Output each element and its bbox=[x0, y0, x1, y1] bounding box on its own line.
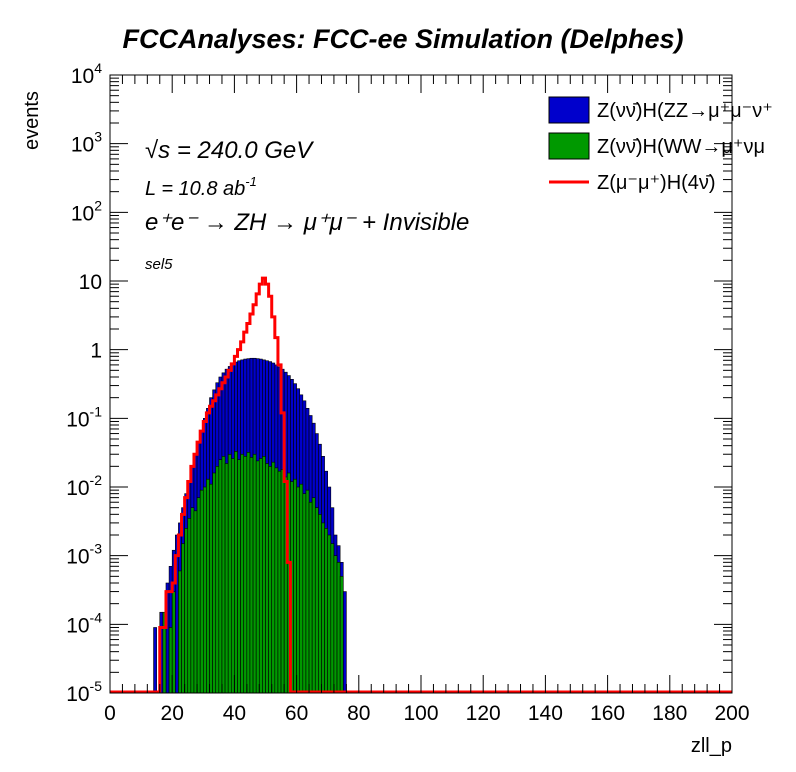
histogram-line-series-2 bbox=[110, 276, 732, 694]
histogram-bar-series-1 bbox=[339, 576, 344, 694]
histogram-bar-series-1 bbox=[305, 489, 310, 694]
histogram-bar-series-1 bbox=[218, 459, 223, 694]
x-tick-label: 0 bbox=[104, 702, 116, 725]
histogram-bar-series-1 bbox=[190, 507, 195, 694]
y-tick-label: 10-5 bbox=[66, 678, 102, 706]
histogram-bar-series-1 bbox=[314, 507, 319, 694]
histogram-bar-series-1 bbox=[181, 543, 185, 694]
histogram-bar-series-1 bbox=[199, 489, 204, 694]
x-tick-label: 180 bbox=[652, 702, 687, 725]
selection-annotation: sel5 bbox=[145, 256, 173, 273]
histogram-bar-series-1 bbox=[209, 483, 213, 694]
legend-label-2: Z(μ⁻μ⁺)H(4ν̄) bbox=[597, 172, 716, 194]
histogram-bar-series-1 bbox=[212, 472, 217, 694]
histogram-bar-series-1 bbox=[302, 493, 307, 694]
histogram-bar-series-1 bbox=[227, 453, 232, 694]
histogram-bar-series-1 bbox=[293, 478, 297, 694]
histogram-bar-series-1 bbox=[243, 455, 248, 694]
y-tick-label: 10-1 bbox=[66, 403, 102, 431]
histogram-bar-series-1 bbox=[324, 528, 328, 694]
legend-label-0: Z(νν̄)H(ZZ→μ⁺μ⁻ν⁺ bbox=[597, 100, 773, 122]
y-tick-label: 10-4 bbox=[66, 609, 102, 637]
histogram-bar-series-1 bbox=[193, 510, 198, 694]
histogram-bar-series-1 bbox=[203, 486, 207, 694]
histogram-bar-series-1 bbox=[178, 570, 182, 694]
histogram-bar-series-1 bbox=[311, 497, 316, 694]
legend-swatch-0 bbox=[548, 96, 590, 124]
energy-annotation: √s = 240.0 GeV bbox=[145, 137, 314, 164]
histogram-bar-series-1 bbox=[234, 451, 238, 694]
histogram-bar-series-1 bbox=[318, 514, 322, 694]
histogram-bar-series-1 bbox=[327, 534, 332, 694]
histogram-bar-series-1 bbox=[330, 543, 335, 694]
histogram-bar-series-1 bbox=[184, 528, 189, 694]
x-tick-label: 100 bbox=[403, 702, 438, 725]
x-tick-label: 20 bbox=[161, 702, 184, 725]
histogram-bar-series-1 bbox=[221, 455, 226, 694]
x-tick-label: 200 bbox=[714, 702, 749, 725]
histogram-bar-series-1 bbox=[296, 486, 301, 694]
histogram-bar-series-0 bbox=[342, 591, 347, 694]
histogram-bar-series-1 bbox=[268, 466, 273, 694]
histogram-bar-series-1 bbox=[265, 463, 269, 694]
plot-area bbox=[110, 276, 732, 694]
y-tick-label: 10-3 bbox=[66, 541, 102, 569]
legend-swatch-1 bbox=[548, 132, 590, 160]
histogram-bar-series-1 bbox=[187, 518, 192, 694]
histogram-bar-series-1 bbox=[277, 470, 282, 694]
x-tick-label: 80 bbox=[347, 702, 370, 725]
histogram-bar-series-1 bbox=[274, 467, 279, 694]
y-tick-label: 1 bbox=[90, 340, 102, 363]
histogram-bar-series-1 bbox=[333, 555, 338, 694]
y-tick-label: 103 bbox=[71, 129, 102, 157]
histogram-bar-series-1 bbox=[308, 501, 313, 694]
y-tick-label: 104 bbox=[71, 60, 102, 88]
histogram-bar-series-0 bbox=[153, 627, 157, 694]
histogram-bar-series-1 bbox=[321, 522, 325, 694]
histogram-bar-series-1 bbox=[258, 458, 263, 694]
histogram-bar-series-1 bbox=[280, 469, 285, 694]
histogram-bar-series-1 bbox=[252, 453, 257, 694]
y-tick-label: 10 bbox=[79, 271, 102, 294]
histogram-bar-series-1 bbox=[249, 457, 254, 694]
x-axis-label: zll_p bbox=[691, 735, 732, 757]
x-tick-label: 140 bbox=[528, 702, 563, 725]
histogram-bar-series-1 bbox=[240, 453, 245, 694]
y-tick-label: 10-2 bbox=[66, 472, 102, 500]
x-tick-label: 120 bbox=[466, 702, 501, 725]
chart-title: FCCAnalyses: FCC-ee Simulation (Delphes) bbox=[122, 24, 683, 54]
histogram-bar-series-1 bbox=[255, 460, 260, 694]
x-tick-label: 60 bbox=[285, 702, 308, 725]
histogram-bar-series-1 bbox=[336, 562, 341, 694]
legend: Z(νν̄)H(ZZ→μ⁺μ⁻ν⁺ Z(νν̄)H(WW→μ⁺νμ Z(μ⁻μ⁺)H… bbox=[548, 96, 773, 194]
y-tick-label: 102 bbox=[71, 197, 102, 225]
legend-label-1: Z(νν̄)H(WW→μ⁺νμ bbox=[597, 136, 765, 158]
histogram-bar-series-1 bbox=[230, 458, 235, 694]
y-axis-label: events bbox=[21, 91, 43, 150]
x-tick-label: 160 bbox=[590, 702, 625, 725]
histogram-bar-series-1 bbox=[271, 461, 276, 694]
process-annotation: e⁺e⁻ → ZH → μ⁺μ⁻ + Invisible bbox=[145, 209, 469, 236]
axis-ticks: 0 20 40 60 80 100 120 140 160 180 2001041031021011… bbox=[66, 60, 749, 725]
histogram-bar-series-1 bbox=[246, 452, 251, 694]
x-tick-label: 40 bbox=[223, 702, 246, 725]
histogram-bar-series-1 bbox=[299, 483, 304, 694]
histogram-bar-series-1 bbox=[224, 463, 229, 694]
luminosity-annotation: L = 10.8 ab-1 bbox=[145, 174, 257, 200]
histogram-bar-series-1 bbox=[196, 497, 201, 694]
histogram-bar-series-1 bbox=[262, 455, 266, 694]
histogram-bar-series-1 bbox=[206, 478, 210, 694]
histogram-bar-series-1 bbox=[237, 459, 241, 694]
histogram-bar-series-1 bbox=[215, 466, 220, 694]
